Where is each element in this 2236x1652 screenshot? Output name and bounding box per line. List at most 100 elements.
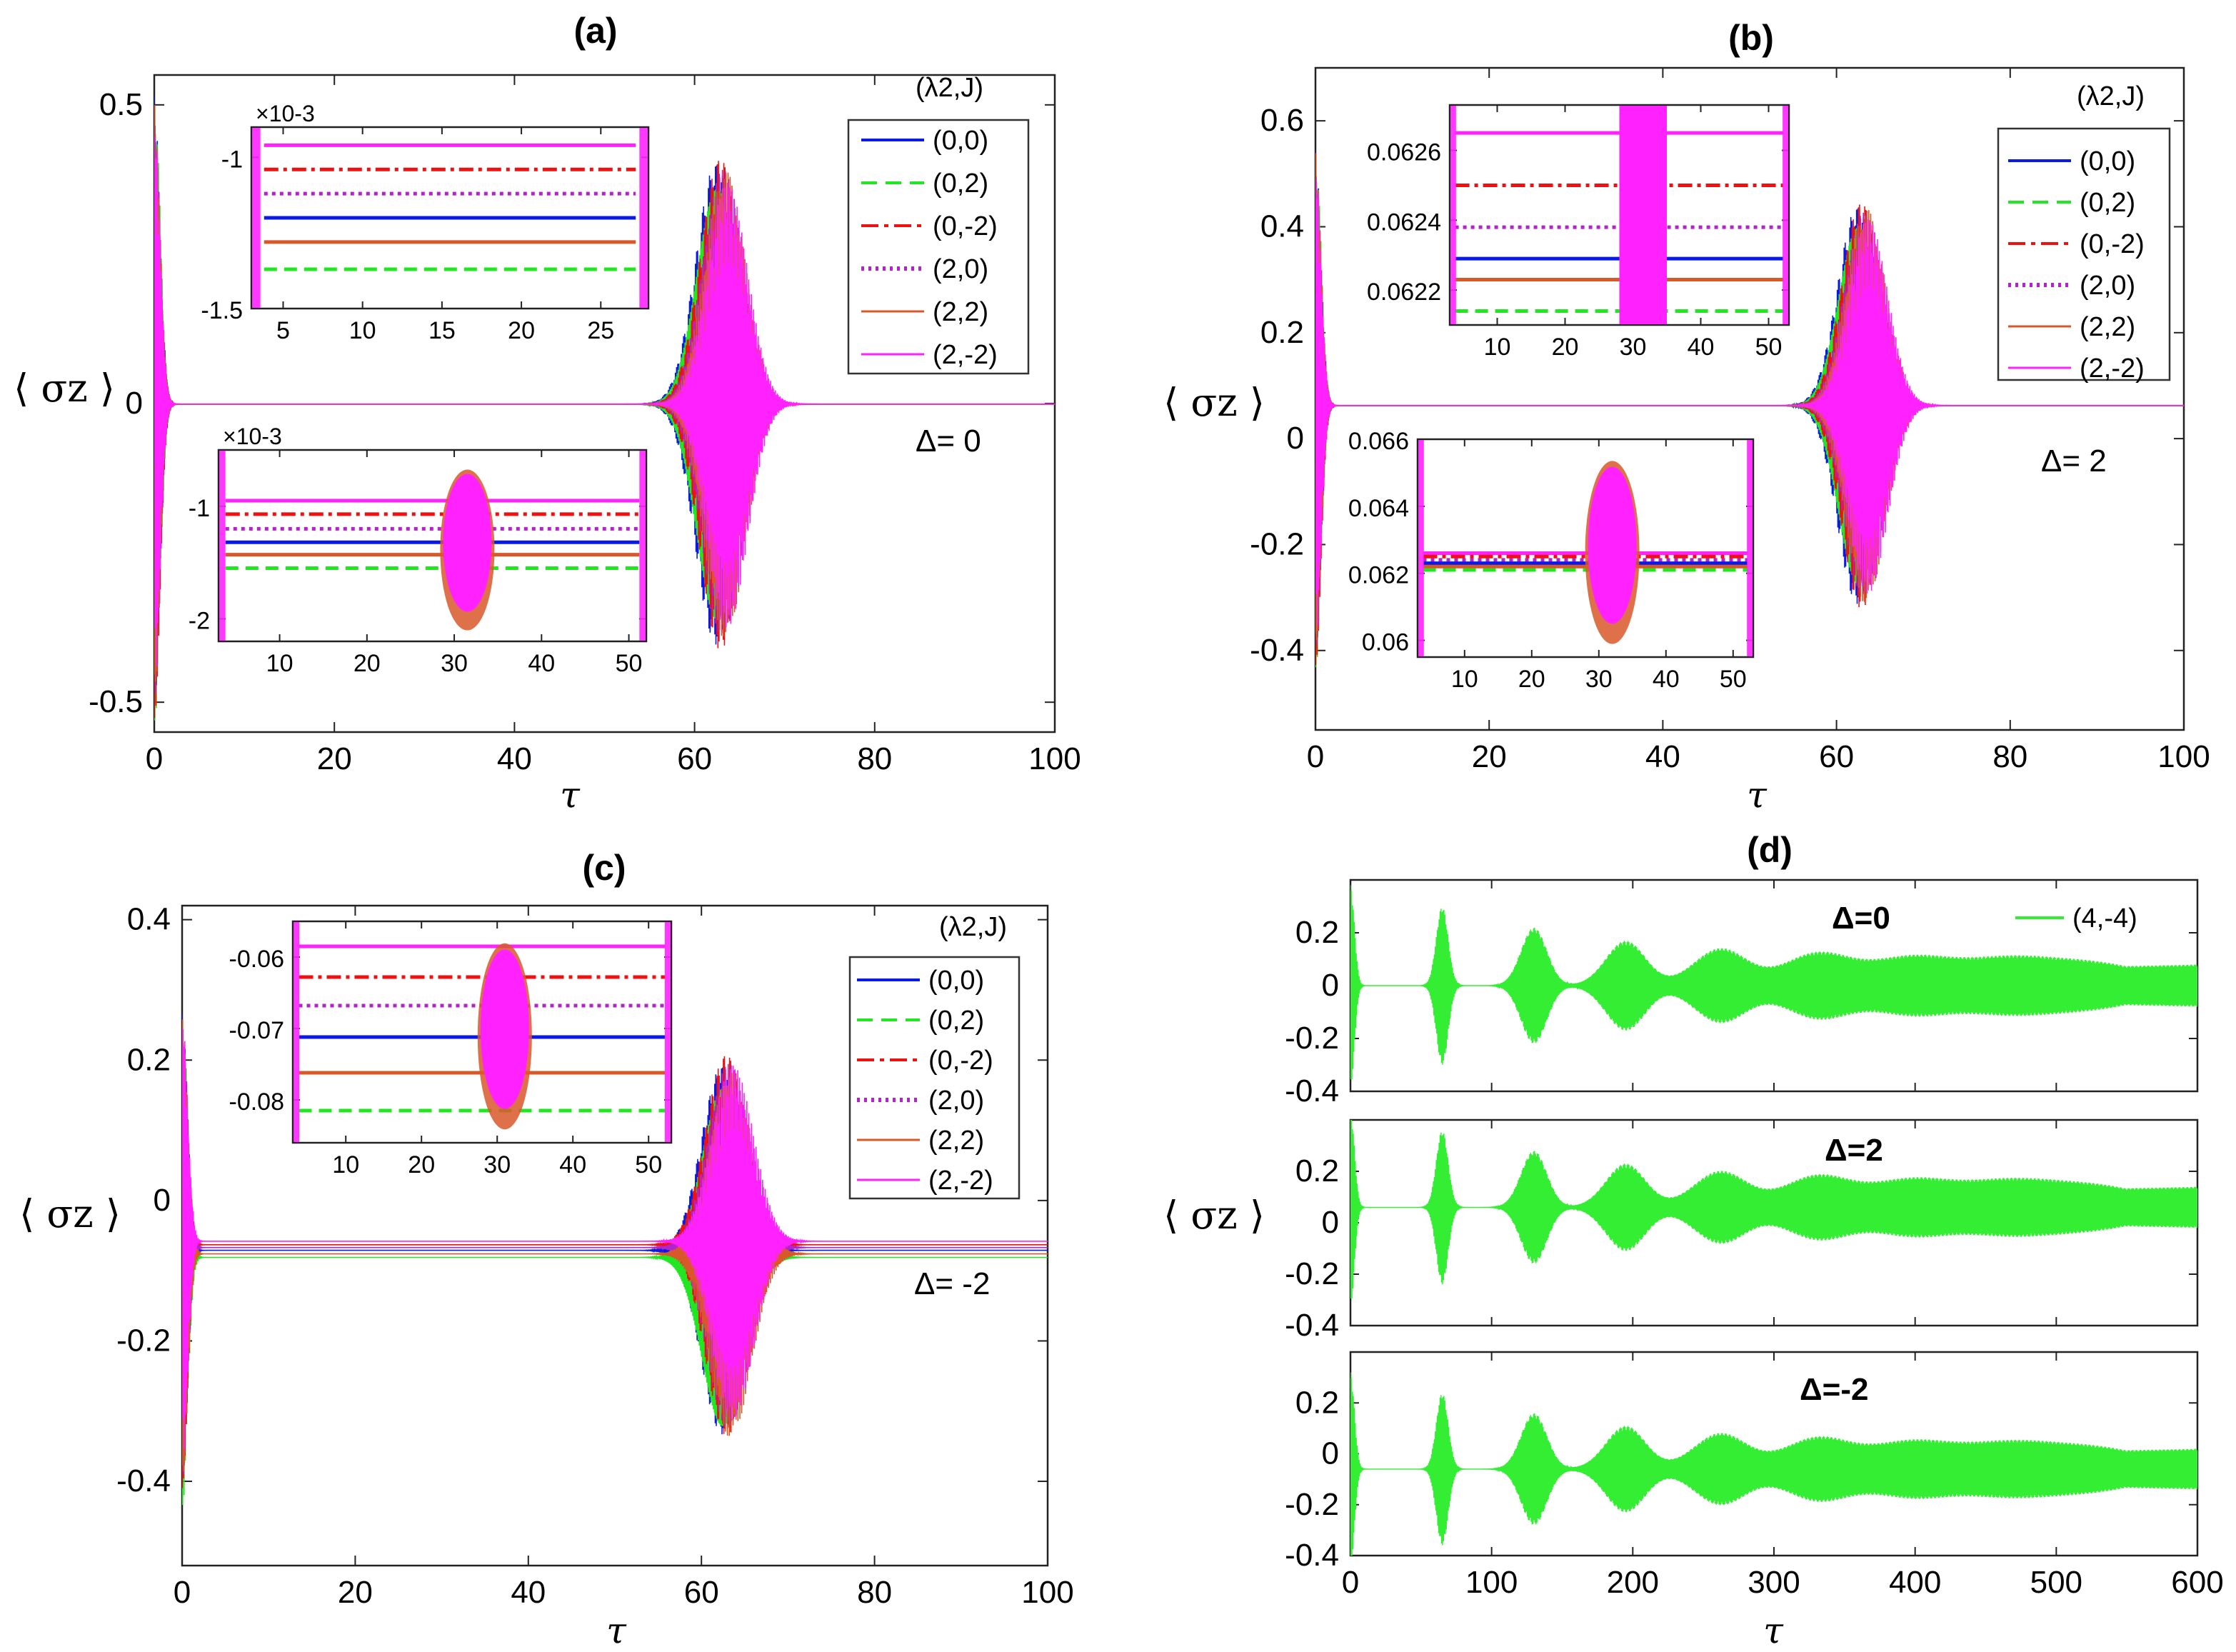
x-tick-label: 50 — [1755, 334, 1783, 361]
y-tick-label: 0.6 — [1260, 103, 1304, 138]
y-tick-label: -0.2 — [1285, 1256, 1339, 1291]
y-tick-label: -0.4 — [1285, 1308, 1339, 1343]
inset-edge-burst — [1418, 440, 1424, 656]
legend-entry-label: (0,0) — [933, 126, 988, 156]
inset-edge-burst — [219, 451, 226, 641]
x-tick-label: 30 — [1585, 666, 1613, 693]
y-tick-label: -0.06 — [229, 946, 285, 973]
legend-entry-label: (2,0) — [2080, 271, 2135, 301]
x-tick-label: 200 — [1607, 1565, 1659, 1600]
legend-box — [848, 956, 1021, 1200]
y-tick-label: 0.4 — [1260, 209, 1304, 244]
inset-revival-blob — [480, 949, 529, 1109]
panel-b-ylabel: ⟨ σz ⟩ — [1163, 380, 1265, 425]
x-tick-label: 40 — [1653, 666, 1680, 693]
panel-d-xlabel: τ — [1763, 1610, 1784, 1651]
x-tick-label: 10 — [1451, 666, 1478, 693]
panel-d-subplot-0: -0.4 -0.2 0 0.2 — [1285, 878, 2199, 1108]
series-line-(2,2) — [182, 1019, 1048, 1471]
inset-revival-band — [1619, 106, 1667, 324]
panel-d-deltam2-annotation: Δ=-2 — [1800, 1372, 1868, 1407]
y-tick-label: 0.062 — [1348, 562, 1409, 589]
y-tick-label: 0 — [154, 1183, 171, 1218]
x-tick-label: 50 — [1720, 666, 1747, 693]
inset-exponent: ×10-3 — [256, 101, 315, 126]
x-tick-label: 0 — [146, 741, 163, 776]
series-layer — [1350, 1372, 2197, 1556]
series-line-(4,-4) — [1350, 885, 2197, 1080]
series-line-(4,-4) — [1350, 1372, 2197, 1556]
x-tick-label: 80 — [1992, 739, 2027, 774]
panel-d-ylabel: ⟨ σz ⟩ — [1163, 1193, 1265, 1238]
inset-revival-blob — [443, 474, 492, 612]
legend-entry-label: (2,2) — [2080, 312, 2135, 342]
inset-edge-burst — [639, 128, 648, 308]
x-tick-label: 40 — [497, 741, 532, 776]
x-tick-label: 40 — [559, 1151, 586, 1178]
x-tick-label: 300 — [1748, 1565, 1800, 1600]
panel-d-delta2-annotation: Δ=2 — [1825, 1133, 1883, 1168]
x-tick-label: 20 — [1472, 739, 1507, 774]
legend-entry-label: (0,2) — [2080, 188, 2135, 218]
inset-edge-burst — [1747, 440, 1753, 656]
legend-entry-label: (2,-2) — [928, 1166, 993, 1196]
legend-entry-label: (0,2) — [933, 169, 988, 199]
legend-entry-label: (2,0) — [933, 254, 988, 284]
y-tick-label: 0.4 — [127, 902, 171, 937]
x-tick-label: 100 — [1465, 1565, 1518, 1600]
x-tick-label: 40 — [1688, 334, 1715, 361]
legend-entry-label: (0,0) — [2080, 146, 2135, 176]
panel-d-legend: (4,-4) — [2015, 903, 2137, 933]
y-tick-label: 0 — [1322, 1436, 1339, 1471]
x-tick-label: 40 — [1645, 739, 1680, 774]
panel-d-title: (d) — [1747, 830, 1793, 870]
x-tick-label: 20 — [508, 317, 535, 344]
series-line-(2,-2) — [1315, 179, 2184, 626]
panel-b-delta-annotation: Δ= 2 — [2041, 444, 2107, 479]
panel-d-subplot-2: 0 100 200 300 400 500 600 -0.4 -0.2 0 0.2 — [1285, 1351, 2224, 1600]
legend-title: (λ2,J) — [939, 912, 1007, 942]
y-tick-label: -0.07 — [229, 1017, 285, 1044]
x-tick-label: 400 — [1889, 1565, 1941, 1600]
x-tick-label: 600 — [2171, 1565, 2223, 1600]
x-tick-label: 20 — [408, 1151, 435, 1178]
x-tick-label: 20 — [1518, 666, 1545, 693]
x-tick-label: 100 — [2157, 739, 2210, 774]
legend-entry-label: (2,2) — [933, 297, 988, 327]
y-tick-label: 0.0626 — [1367, 139, 1441, 166]
y-tick-label: -0.5 — [89, 684, 143, 719]
legend-label: (4,-4) — [2072, 903, 2137, 933]
x-tick-label: 10 — [266, 650, 294, 677]
series-line-(2,-2) — [182, 1028, 1048, 1449]
x-tick-label: 20 — [354, 650, 381, 677]
inset-edge-burst — [294, 922, 300, 1142]
y-tick-label: 0.5 — [99, 87, 143, 122]
legend-entry-label: (0,-2) — [933, 211, 998, 241]
x-tick-label: 60 — [1819, 739, 1854, 774]
legend-entry-label: (2,0) — [928, 1086, 984, 1116]
y-tick-label: 0.066 — [1348, 428, 1409, 455]
panel-d-delta0-annotation: Δ=0 — [1832, 901, 1890, 936]
legend-title: (λ2,J) — [2077, 81, 2145, 111]
panel-d: -0.4 -0.2 0 0.2 -0.4 -0.2 0 0.2 0 100 200 300 400 500… — [1285, 878, 2224, 1600]
y-tick-label: 0.064 — [1348, 495, 1409, 522]
inset-edge-burst — [252, 128, 261, 308]
legend-entry-label: (0,2) — [928, 1006, 984, 1036]
legend-box — [847, 119, 1030, 375]
y-tick-label: 0 — [1322, 1205, 1339, 1240]
inset-series-layer — [1450, 106, 1788, 324]
x-tick-label: 60 — [684, 1575, 719, 1610]
x-tick-label: 30 — [483, 1151, 511, 1178]
y-tick-label: 0.2 — [127, 1042, 171, 1077]
y-tick-label: 0.2 — [1295, 1385, 1339, 1420]
y-tick-label: -1 — [221, 146, 243, 173]
y-tick-label: 0.2 — [1295, 1153, 1339, 1188]
y-tick-label: 0.06 — [1362, 629, 1409, 656]
x-tick-label: 40 — [511, 1575, 546, 1610]
x-tick-label: 5 — [276, 317, 290, 344]
panel-a-ylabel: ⟨ σz ⟩ — [14, 366, 115, 411]
inset-exponent: ×10-3 — [223, 424, 282, 449]
y-tick-label: -0.2 — [116, 1323, 171, 1358]
legend-entry-label: (0,-2) — [928, 1046, 993, 1076]
